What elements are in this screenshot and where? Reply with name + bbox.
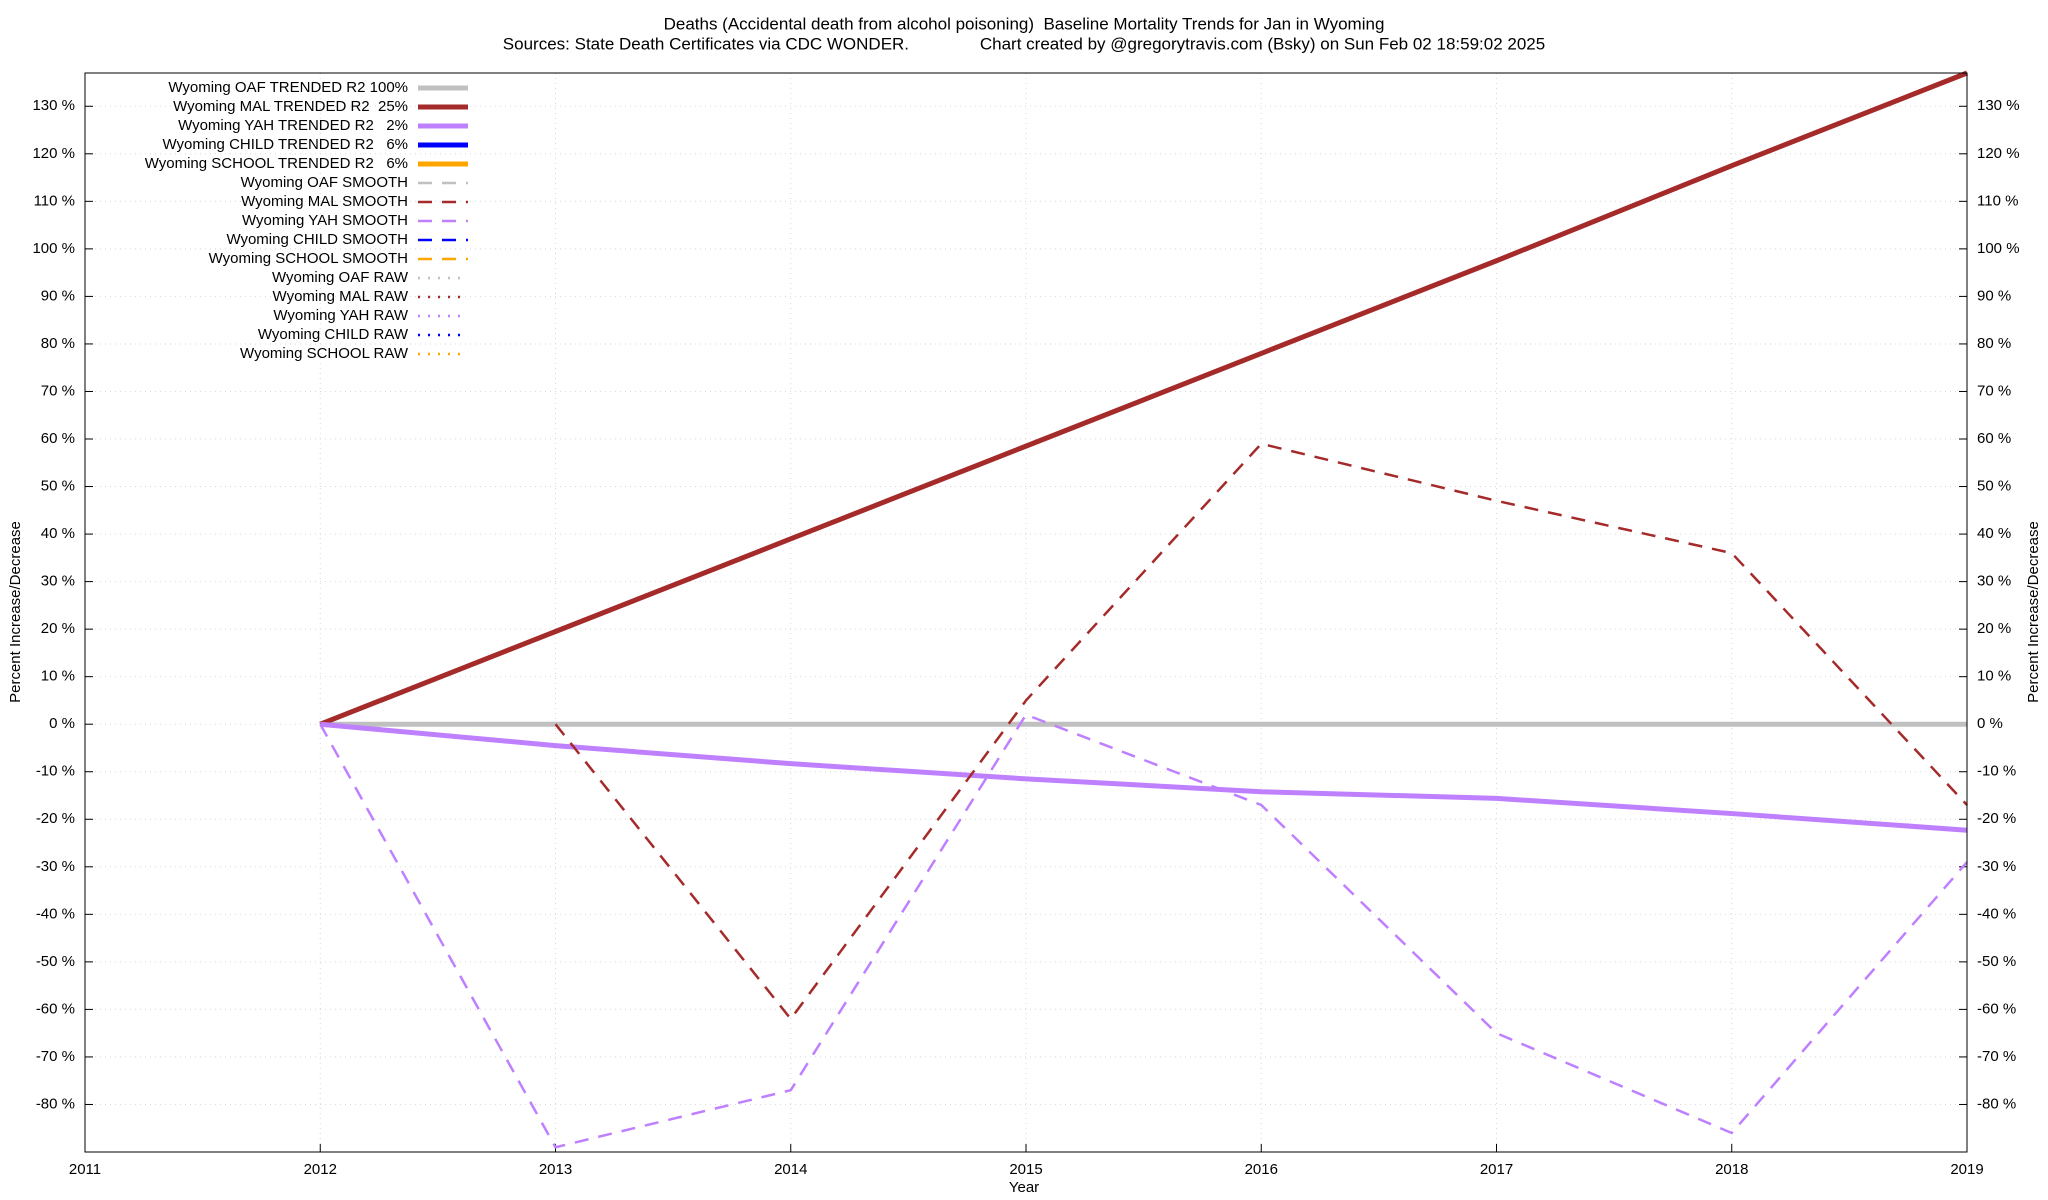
y2-tick-label: -10 % [1977, 763, 2016, 780]
chart-title: Deaths (Accidental death from alcohol po… [664, 14, 1385, 33]
y2-tick-label: 20 % [1977, 620, 2011, 637]
y2-tick-label: -80 % [1977, 1095, 2016, 1112]
y2-tick-label: 10 % [1977, 668, 2011, 685]
x-tick-label: 2012 [304, 1161, 337, 1178]
legend-label: Wyoming OAF TRENDED R2 100% [168, 79, 408, 96]
y2-tick-label: 60 % [1977, 430, 2011, 447]
x-tick-label: 2018 [1715, 1161, 1748, 1178]
y-tick-label: 90 % [41, 287, 75, 304]
chart-subtitle: Sources: State Death Certificates via CD… [503, 34, 1545, 53]
x-tick-label: 2011 [69, 1161, 101, 1178]
y2-tick-label: -70 % [1977, 1048, 2016, 1065]
y2-tick-label: 100 % [1977, 240, 2020, 257]
y2-tick-label: 70 % [1977, 382, 2011, 399]
y-tick-label: -30 % [36, 858, 75, 875]
legend-label: Wyoming MAL SMOOTH [241, 193, 408, 210]
y-tick-label: 40 % [41, 525, 75, 542]
x-tick-label: 2013 [539, 1161, 572, 1178]
y-tick-label: -70 % [36, 1048, 75, 1065]
x-tick-label: 2015 [1009, 1161, 1042, 1178]
y-tick-label: 110 % [34, 192, 75, 209]
legend-label: Wyoming YAH SMOOTH [242, 212, 408, 229]
legend-label: Wyoming MAL TRENDED R2 25% [173, 98, 408, 115]
y2-tick-label: -40 % [1977, 905, 2016, 922]
legend-label: Wyoming OAF SMOOTH [241, 174, 408, 191]
legend-label: Wyoming YAH RAW [273, 307, 408, 324]
x-tick-label: 2016 [1245, 1161, 1278, 1178]
y-axis-label: Percent Increase/Decrease [7, 521, 24, 703]
y-tick-label: -40 % [36, 905, 75, 922]
y-tick-label: 30 % [41, 573, 75, 590]
legend-label: Wyoming CHILD SMOOTH [226, 231, 408, 248]
y2-tick-label: 30 % [1977, 573, 2011, 590]
y2-tick-label: 50 % [1977, 478, 2011, 495]
y-tick-label: 100 % [32, 240, 75, 257]
y2-tick-label: 130 % [1977, 97, 2020, 114]
legend-label: Wyoming SCHOOL SMOOTH [209, 250, 408, 267]
x-axis-label: Year [1009, 1179, 1039, 1196]
y2-tick-label: -60 % [1977, 1000, 2016, 1017]
y2-tick-label: 110 % [1977, 192, 2018, 209]
y-tick-label: -50 % [36, 953, 75, 970]
legend-label: Wyoming CHILD RAW [258, 326, 409, 343]
y2-tick-label: 0 % [1977, 715, 2003, 732]
y2-tick-label: 90 % [1977, 287, 2011, 304]
legend-label: Wyoming OAF RAW [272, 269, 409, 286]
legend-label: Wyoming SCHOOL RAW [240, 345, 409, 362]
y-tick-label: -10 % [36, 763, 75, 780]
series-line [320, 721, 1968, 833]
y2-tick-label: 120 % [1977, 145, 2020, 162]
legend-label: Wyoming MAL RAW [273, 288, 409, 305]
plot-frame [84, 72, 1968, 1153]
y2-tick-label: -50 % [1977, 953, 2016, 970]
series-line [319, 70, 1968, 727]
x-tick-label: 2019 [1950, 1161, 1983, 1178]
y-tick-label: 10 % [41, 668, 75, 685]
y-tick-label: 70 % [41, 382, 75, 399]
legend-label: Wyoming SCHOOL TRENDED R2 6% [145, 155, 408, 172]
y-tick-label: 80 % [41, 335, 75, 352]
y-tick-label: 50 % [41, 478, 75, 495]
y-tick-label: 130 % [32, 97, 75, 114]
y2-axis-label: Percent Increase/Decrease [2025, 521, 2042, 703]
y-tick-label: 60 % [41, 430, 75, 447]
x-tick-label: 2017 [1480, 1161, 1513, 1178]
y-tick-label: 20 % [41, 620, 75, 637]
y2-tick-label: -20 % [1977, 810, 2016, 827]
y2-tick-label: 40 % [1977, 525, 2011, 542]
y2-tick-label: -30 % [1977, 858, 2016, 875]
y-tick-label: -80 % [36, 1095, 75, 1112]
legend-label: Wyoming YAH TRENDED R2 2% [178, 117, 408, 134]
y2-tick-label: 80 % [1977, 335, 2011, 352]
y-tick-label: -60 % [36, 1000, 75, 1017]
legend-label: Wyoming CHILD TRENDED R2 6% [163, 136, 408, 153]
y-tick-label: 0 % [49, 715, 75, 732]
y-tick-label: -20 % [36, 810, 75, 827]
y-tick-label: 120 % [32, 145, 75, 162]
x-tick-label: 2014 [774, 1161, 807, 1178]
